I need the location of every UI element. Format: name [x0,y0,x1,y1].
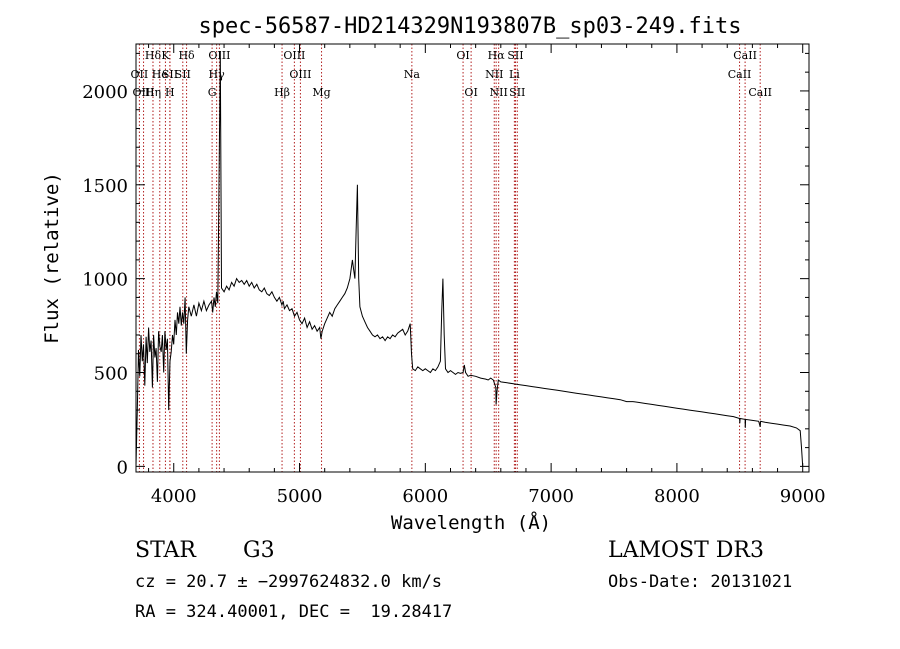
y-axis-label: Flux (relative) [41,172,63,344]
line-marker-label: OIII [289,68,311,81]
x-tick-label: 6000 [402,486,448,507]
line-marker-label: OII [131,68,149,81]
line-marker-label: CaII [733,49,757,62]
y-tick-label: 1500 [82,176,128,197]
object-subclass: G3 [243,538,275,563]
line-marker-label: Hδ [178,49,195,62]
line-marker-label: OIII [133,86,155,99]
redshift-line: cz = 20.7 ± −2997624832.0 km/s [135,572,443,592]
line-marker-label: Na [404,68,421,81]
line-marker-label: SII [507,49,523,62]
x-tick-label: 7000 [528,486,574,507]
chart-title: spec-56587-HD214329N193807B_sp03-249.fit… [198,14,741,39]
y-tick-label: 1000 [82,270,128,291]
line-marker-label: Mg [312,86,330,99]
plot-frame [135,43,810,473]
spectrum-line [135,51,804,467]
line-marker-label: SII [509,86,525,99]
y-tick-label: 2000 [82,82,128,103]
line-marker-label: Hη [145,86,161,99]
line-marker-label: Hδ [145,49,162,62]
line-marker-label: SII [162,68,178,81]
line-marker-label: He [152,68,168,81]
line-marker-label: OI [456,49,469,62]
x-tick-label: 4000 [151,486,197,507]
obs-date: Obs-Date: 20131021 [608,572,793,592]
x-tick-label: 9000 [780,486,826,507]
line-marker-label: OIII [208,49,230,62]
line-marker-label: K [161,49,170,62]
line-marker-label: CaII [728,68,752,81]
line-marker-label: Hα [488,49,506,62]
x-tick-label: 5000 [277,486,323,507]
coordinates-line: RA = 324.40001, DEC = 19.28417 [135,602,453,622]
y-axis-ticks: 0 500 1000 1500 2000 [82,52,809,478]
line-markers [138,44,761,472]
object-class: STAR [135,538,196,563]
line-marker-label: OIII [283,49,305,62]
line-marker-label: OI [464,86,477,99]
line-marker-label: SII [175,68,191,81]
survey-name: LAMOST DR3 [608,538,764,563]
line-marker-label: NII [490,86,508,99]
line-marker-label: Li [509,68,520,81]
line-marker-label: Hγ [209,68,226,81]
y-tick-label: 0 [117,457,128,478]
x-tick-label: 8000 [654,486,700,507]
line-marker-label: Hβ [274,86,290,99]
line-marker-label: NII [485,68,503,81]
line-marker-label: G [208,86,217,99]
y-tick-label: 500 [94,364,128,385]
line-marker-label: CaII [748,86,772,99]
line-marker-label: H [165,86,175,99]
x-axis-label: Wavelength (Å) [391,511,551,534]
x-axis-ticks: 4000 5000 6000 7000 8000 9000 [148,44,826,507]
